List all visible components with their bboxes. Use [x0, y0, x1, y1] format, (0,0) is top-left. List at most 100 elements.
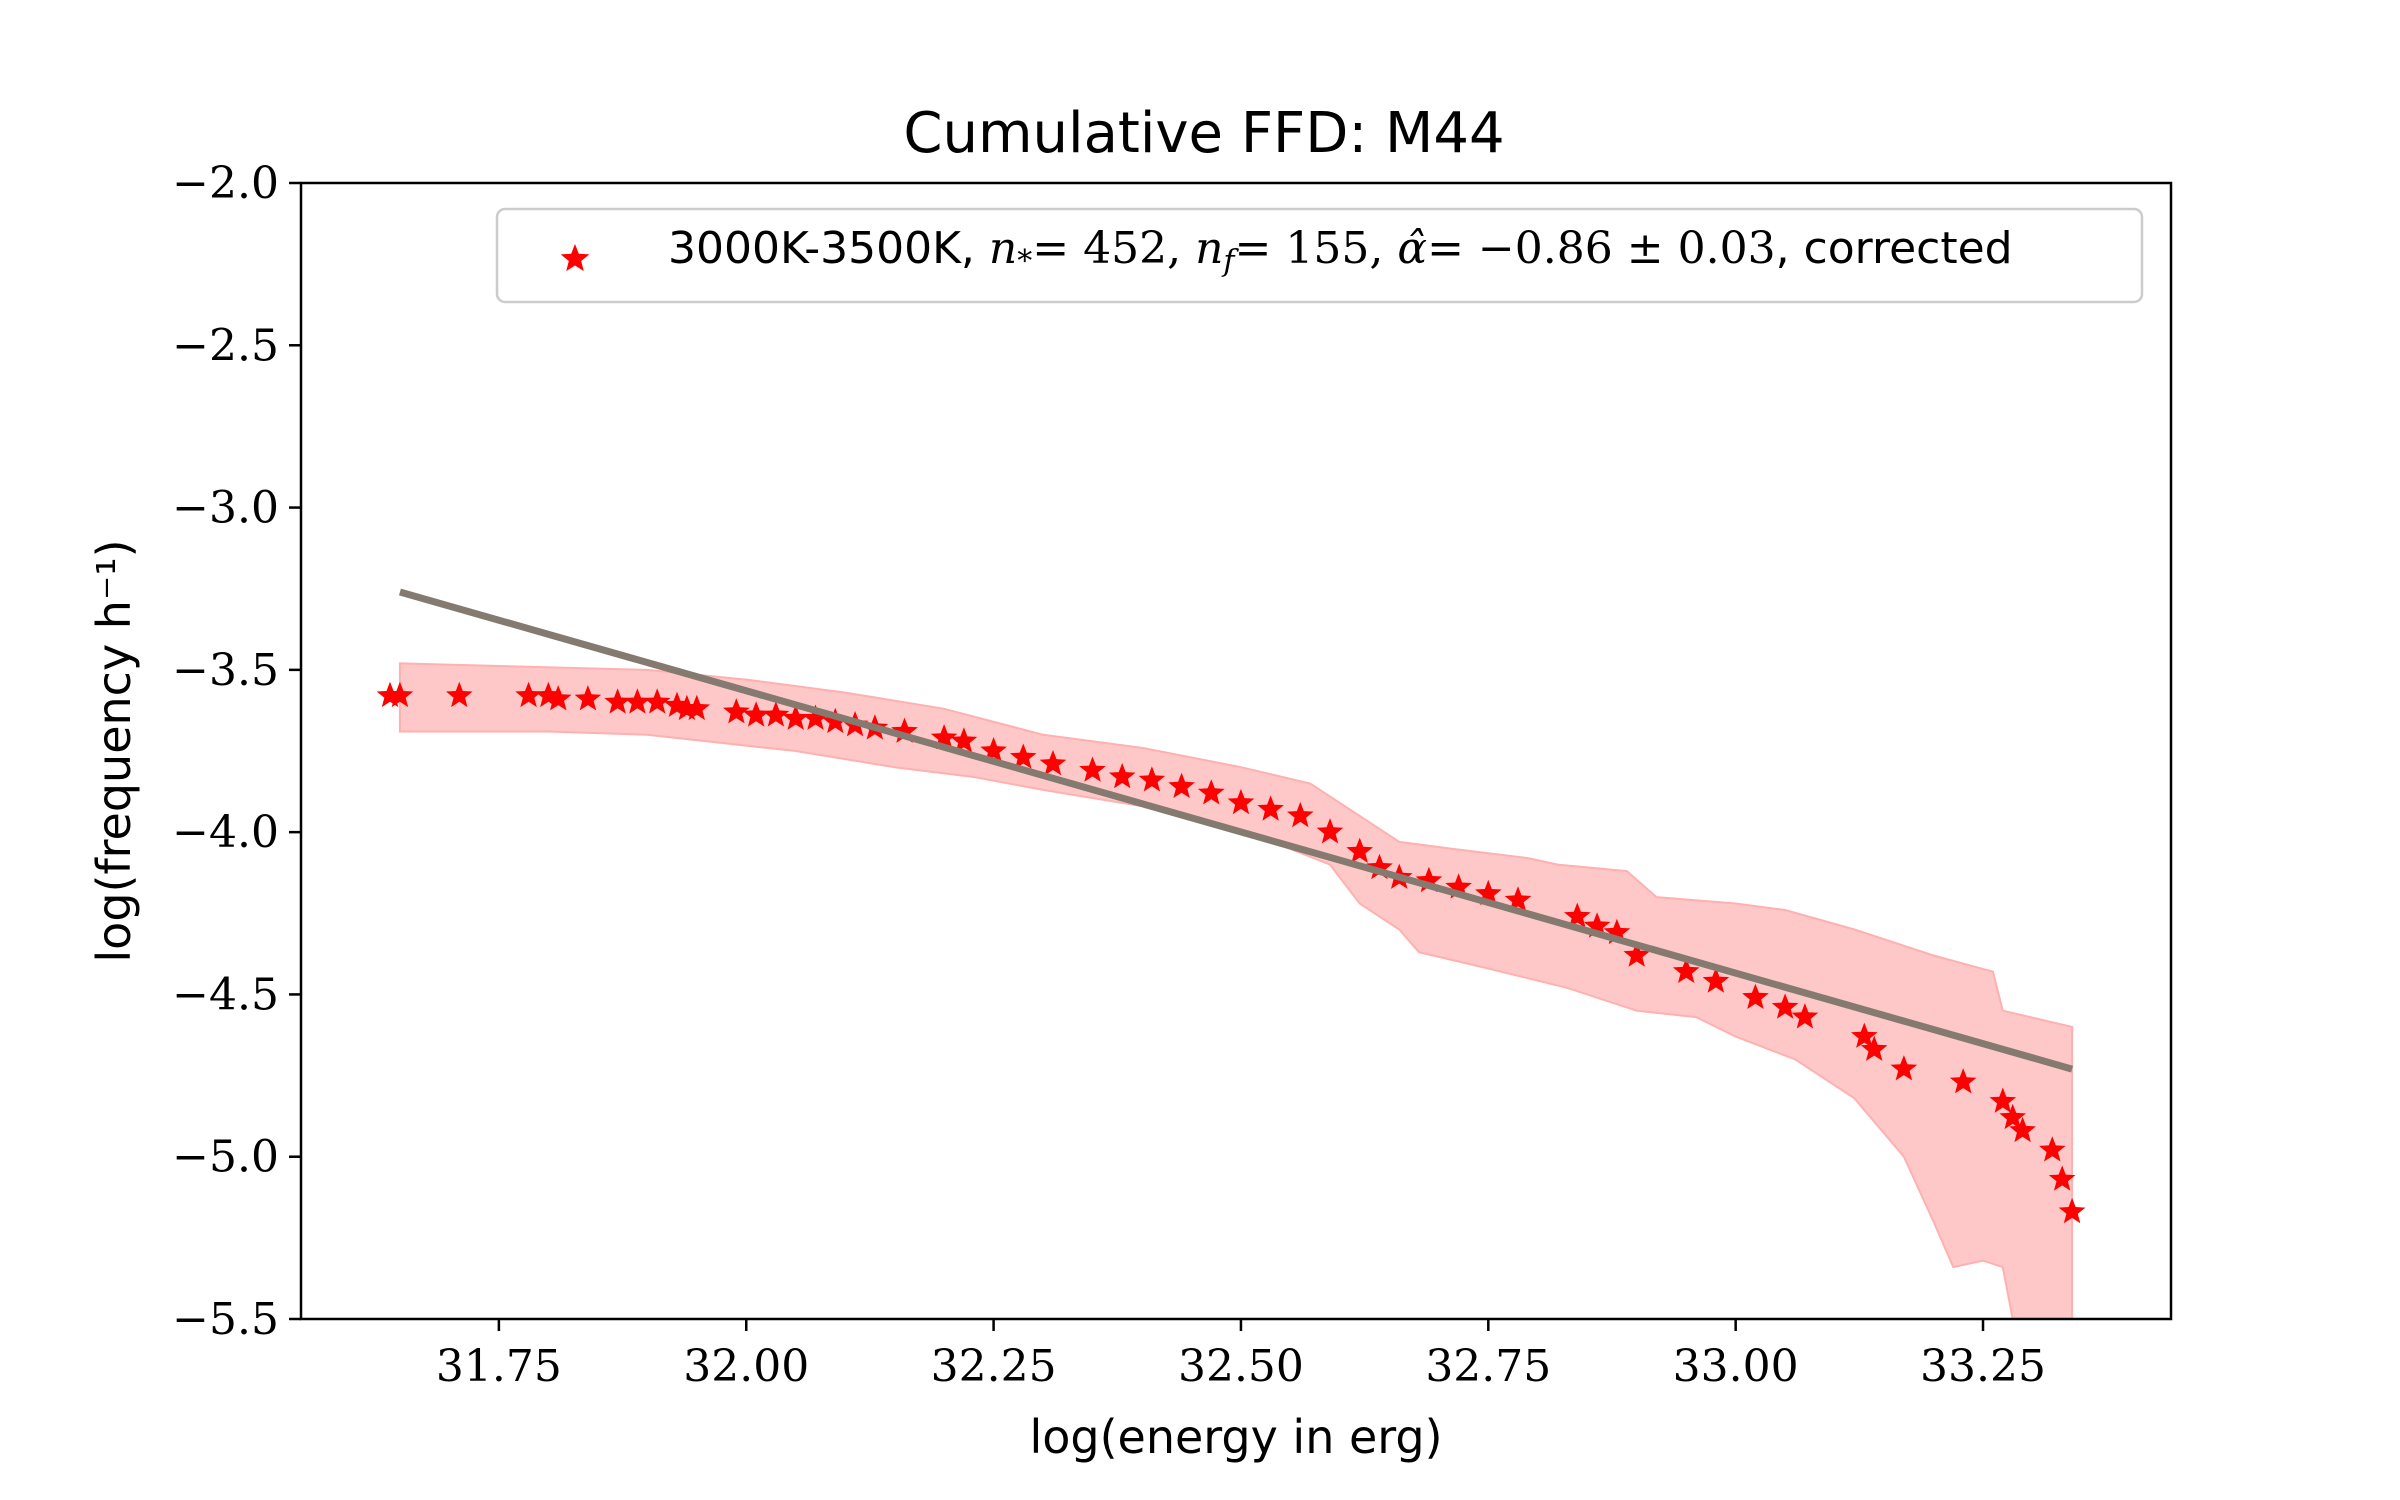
data-point-star: [1010, 743, 1037, 769]
data-point-star: [782, 704, 809, 730]
data-point-star: [891, 717, 918, 743]
y-tick-label: −5.5: [172, 1294, 279, 1345]
data-point-star: [1742, 983, 1769, 1009]
data-point-star: [386, 681, 414, 708]
legend-sep-1: ,: [1167, 223, 1195, 274]
y-tick-label: −4.0: [172, 807, 279, 858]
data-point-star: [1989, 1087, 2017, 1113]
data-point-star: [1771, 993, 1799, 1019]
legend-n-star-symbol: n: [989, 223, 1017, 274]
legend-box: [495, 207, 2144, 304]
legend-n-star-value: = 452: [1032, 223, 1167, 274]
legend-label: 3000K-3500K, n*= 452, nf= 155, α̂= −0.86…: [668, 223, 2013, 279]
data-point-star: [1623, 941, 1650, 967]
data-point-star: [980, 737, 1007, 763]
data-markers: [376, 681, 2086, 1224]
x-tick-label: 32.75: [1425, 1341, 1551, 1392]
legend-label-prefix: 3000K-3500K,: [668, 223, 989, 274]
data-point-star: [1702, 967, 1730, 993]
data-point-star: [683, 694, 711, 721]
data-point-star: [663, 691, 691, 717]
data-point-star: [515, 681, 542, 708]
legend-label-suffix: , corrected: [1776, 223, 2013, 274]
data-point-star: [2039, 1136, 2066, 1162]
data-point-star: [1603, 918, 1631, 945]
data-point-star: [643, 688, 671, 714]
legend-n-f-value: = 155: [1235, 223, 1370, 274]
data-point-star: [1890, 1055, 1918, 1081]
x-tick-label: 32.50: [1178, 1341, 1304, 1392]
data-point-star: [2048, 1165, 2076, 1191]
axes-frame: [299, 181, 2173, 1321]
legend-n-f-symbol: n: [1195, 223, 1223, 274]
y-axis-ticks: −2.0 −2.5 −3.0 −3.5 −4.0 −4.5 −5.0 −5.5: [172, 158, 301, 1345]
x-tick-label: 32.00: [683, 1341, 809, 1392]
uncertainty-band: [398, 662, 2074, 1320]
legend-star-marker: [560, 244, 590, 272]
x-tick-label: 31.75: [436, 1341, 562, 1392]
data-point-star: [742, 701, 770, 727]
data-point-star: [1079, 756, 1106, 782]
y-tick-label: −5.0: [172, 1132, 279, 1183]
data-point-star: [1287, 801, 1314, 828]
x-axis-label: log(energy in erg): [1029, 1410, 1442, 1464]
y-tick-label: −2.5: [172, 320, 279, 371]
data-point-star: [2009, 1116, 2036, 1143]
data-point-star: [1227, 788, 1255, 815]
data-point-star: [1039, 750, 1067, 776]
data-point-star: [1168, 772, 1195, 798]
data-point-star: [802, 704, 829, 730]
data-point-star: [1197, 779, 1225, 805]
data-point-star: [1791, 1003, 1819, 1029]
data-point-star: [950, 727, 978, 753]
data-point-star: [1316, 818, 1344, 844]
data-point-star: [535, 681, 562, 708]
data-point-star: [1415, 866, 1443, 893]
y-tick-label: −4.5: [172, 969, 279, 1020]
data-point-star: [1475, 879, 1502, 906]
data-point-star: [1999, 1103, 2026, 1130]
data-point-star: [1564, 902, 1591, 928]
x-tick-label: 32.25: [931, 1341, 1057, 1392]
legend-n-star-subscript: *: [1017, 244, 1032, 279]
data-point-star: [376, 681, 404, 708]
data-point-star: [1583, 912, 1611, 938]
data-point-star: [1346, 837, 1373, 863]
data-point-star: [1949, 1068, 1977, 1094]
chart-title: Cumulative FFD: M44: [903, 101, 1504, 166]
legend: 3000K-3500K, n*= 452, nf= 155, α̂= −0.86…: [495, 207, 2144, 304]
data-point-star: [1108, 763, 1136, 789]
y-axis-label: log(frequency h⁻¹): [87, 539, 141, 962]
data-point-star: [574, 685, 602, 711]
data-point-star: [673, 694, 701, 721]
plot-area: [376, 588, 2086, 1320]
data-point-star: [1366, 853, 1393, 880]
x-tick-label: 33.25: [1920, 1341, 2046, 1392]
data-point-star: [1504, 886, 1532, 912]
data-point-star: [762, 701, 790, 727]
y-tick-label: −2.0: [172, 158, 279, 209]
data-point-star: [1257, 795, 1284, 821]
data-point-star: [604, 688, 631, 714]
x-axis-ticks: 31.75 32.00 32.25 32.50 32.75 33.00 33.25: [436, 1319, 2046, 1392]
data-point-star: [544, 685, 572, 711]
data-point-star: [624, 688, 651, 714]
legend-alpha-symbol: α̂: [1397, 223, 1427, 274]
data-point-star: [822, 707, 849, 734]
data-point-star: [930, 724, 958, 750]
data-point-star: [723, 698, 750, 724]
y-tick-label: −3.0: [172, 483, 279, 534]
data-point-star: [1672, 957, 1700, 983]
power-law-fit-line: [398, 588, 2074, 1073]
data-point-star: [2058, 1197, 2086, 1224]
data-point-star: [1860, 1035, 1888, 1061]
x-tick-label: 33.00: [1673, 1341, 1799, 1392]
data-point-star: [1851, 1022, 1878, 1048]
data-point-star: [446, 681, 473, 708]
y-tick-label: −3.5: [172, 645, 279, 696]
data-point-star: [1445, 873, 1472, 899]
data-point-star: [1138, 766, 1166, 792]
legend-alpha-value: = −0.86 ± 0.03: [1427, 223, 1776, 274]
legend-sep-2: ,: [1369, 223, 1397, 274]
